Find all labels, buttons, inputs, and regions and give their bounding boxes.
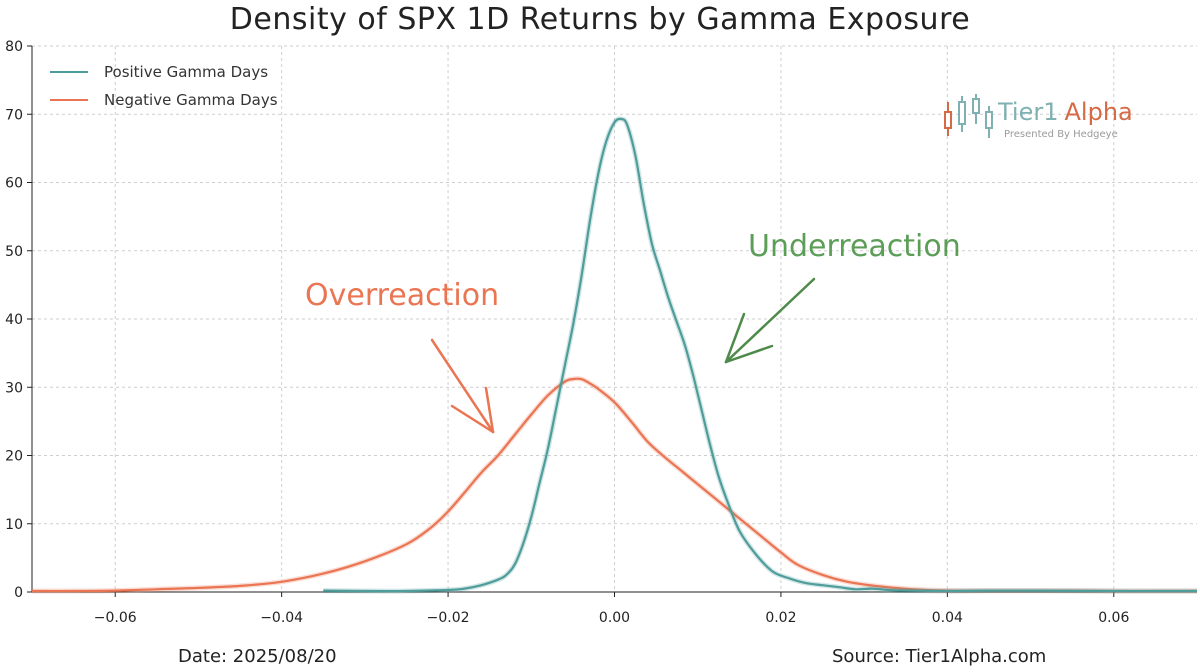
series-glow-positive: [323, 116, 1198, 594]
annotation-underreaction-label: Underreaction: [748, 229, 961, 264]
y-tick-label: 40: [5, 312, 23, 328]
brand-tagline: Presented By Hedgeye: [1004, 129, 1118, 140]
grid-layer: [32, 45, 1197, 592]
y-tick-label: 10: [5, 517, 23, 533]
x-tick-label: 0.06: [1098, 610, 1129, 626]
legend-label-positive: Positive Gamma Days: [104, 63, 268, 81]
y-tick-label: 60: [5, 176, 23, 192]
x-tick-label: −0.06: [94, 610, 137, 626]
annotation-overreaction-label: Overreaction: [305, 278, 499, 313]
legend: Positive Gamma Days Negative Gamma Days: [50, 63, 278, 109]
y-tick-label: 20: [5, 449, 23, 465]
y-tick-label: 80: [5, 39, 23, 55]
footer-date: Date: 2025/08/20: [178, 646, 337, 667]
overreaction-arrow-icon: [430, 338, 495, 434]
chart-title: Density of SPX 1D Returns by Gamma Expos…: [229, 2, 971, 37]
x-tick-label: 0.00: [599, 610, 630, 626]
x-tick-label: −0.02: [427, 610, 470, 626]
brand-name-part2: Alpha: [1065, 98, 1133, 126]
brand-name: Tier1 Alpha: [997, 98, 1133, 126]
brand-name-part1: Tier1: [997, 98, 1059, 126]
series-layer: [31, 116, 1198, 594]
axes-layer: −0.06 −0.04 −0.02 0.00 0.02 0.04 0.06 0 10 20 30 40…: [5, 39, 1197, 626]
series-line-negative: [31, 377, 1197, 593]
x-tick-label: 0.02: [765, 610, 796, 626]
y-tick-label: 0: [14, 585, 23, 601]
underreaction-arrow-icon: [724, 277, 816, 364]
y-tick-label: 30: [5, 380, 23, 396]
legend-label-negative: Negative Gamma Days: [104, 91, 278, 109]
candlestick-icon: [944, 94, 993, 138]
annotation-overreaction: Overreaction: [305, 278, 499, 434]
y-tick-label: 50: [5, 244, 23, 260]
brand-logo: Tier1 Alpha Presented By Hedgeye: [944, 94, 1133, 140]
x-tick-label: −0.04: [260, 610, 303, 626]
footer-source: Source: Tier1Alpha.com: [832, 646, 1047, 667]
y-tick-label: 70: [5, 107, 23, 123]
series-line-positive: [323, 117, 1198, 593]
annotation-underreaction: Underreaction: [724, 229, 961, 364]
x-tick-label: 0.04: [932, 610, 963, 626]
